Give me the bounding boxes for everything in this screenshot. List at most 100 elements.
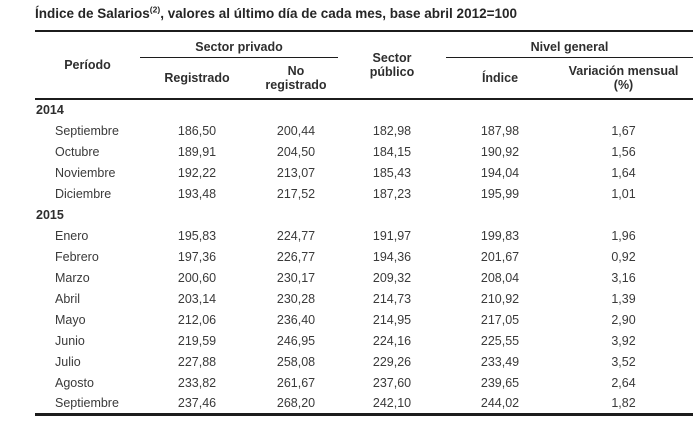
value-cell: 192,22 [177, 165, 217, 180]
salary-index-table: Período Sector privado Sector público Ni… [35, 30, 694, 416]
value-cell: 189,91 [177, 144, 217, 159]
value-cell: 242,10 [372, 395, 412, 410]
table-row: Agosto 233,82 261,67 237,60 239,65 2,64 [35, 372, 693, 393]
value-cell: 233,49 [480, 354, 520, 369]
table-row: Junio 219,59 246,95 224,16 225,55 3,92 [35, 330, 693, 351]
value-cell: 195,99 [480, 186, 520, 201]
value-cell: 1,39 [611, 291, 636, 306]
value-cell: 268,20 [276, 395, 316, 410]
year-row: 2014 [35, 99, 693, 120]
value-cell: 229,26 [372, 354, 412, 369]
value-cell: 224,77 [276, 228, 316, 243]
value-cell: 3,16 [611, 270, 636, 285]
month-cell: Junio [55, 333, 85, 348]
value-cell: 182,98 [372, 123, 412, 138]
month-cell: Marzo [55, 270, 90, 285]
value-cell: 214,95 [372, 312, 412, 327]
value-cell: 212,06 [177, 312, 217, 327]
value-cell: 230,28 [276, 291, 316, 306]
header-nivel-general: Nivel general [446, 31, 694, 58]
value-cell: 224,16 [372, 333, 412, 348]
table-row: Septiembre 237,46 268,20 242,10 244,02 1,82 [35, 393, 693, 414]
month-cell: Octubre [55, 144, 100, 159]
value-cell: 200,44 [276, 123, 316, 138]
month-cell: Noviembre [55, 165, 116, 180]
value-cell: 217,52 [276, 186, 316, 201]
month-cell: Abril [55, 291, 81, 306]
value-cell: 185,43 [372, 165, 412, 180]
value-cell: 203,14 [177, 291, 217, 306]
value-cell: 1,82 [611, 395, 636, 410]
value-cell: 237,60 [372, 375, 412, 390]
value-cell: 194,04 [480, 165, 520, 180]
header-sub-row: Registrado No registrado Índice Variació… [35, 57, 694, 100]
value-cell: 197,36 [177, 249, 217, 264]
value-cell: 239,65 [480, 375, 520, 390]
year-label: 2015 [36, 207, 64, 222]
value-cell: 1,67 [611, 123, 636, 138]
value-cell: 1,56 [611, 144, 636, 159]
value-cell: 3,52 [611, 354, 636, 369]
value-cell: 246,95 [276, 333, 316, 348]
table-row: Mayo 212,06 236,40 214,95 217,05 2,90 [35, 309, 693, 330]
value-cell: 213,07 [276, 165, 316, 180]
header-sector-privado: Sector privado [140, 31, 338, 58]
year-row: 2015 [35, 204, 693, 225]
header-indice: Índice [446, 57, 554, 100]
table-header: Período Sector privado Sector público Ni… [35, 31, 694, 100]
month-cell: Julio [55, 354, 81, 369]
title-main: Índice de Salarios [35, 6, 150, 21]
table-row: Octubre 189,91 204,50 184,15 190,92 1,56 [35, 141, 693, 162]
value-cell: 200,60 [177, 270, 217, 285]
title-superscript: (2) [149, 4, 161, 15]
table-row: Abril 203,14 230,28 214,73 210,92 1,39 [35, 288, 693, 309]
value-cell: 2,64 [611, 375, 636, 390]
title-rest: , valores al último día de cada mes, bas… [160, 6, 518, 21]
table-row: Enero 195,83 224,77 191,97 199,83 1,96 [35, 225, 693, 246]
value-cell: 199,83 [480, 228, 520, 243]
header-no-registrado: No registrado [254, 57, 338, 100]
value-cell: 201,67 [480, 249, 520, 264]
value-cell: 208,04 [480, 270, 520, 285]
month-cell: Enero [55, 228, 89, 243]
month-cell: Febrero [55, 249, 99, 264]
value-cell: 210,92 [480, 291, 520, 306]
value-cell: 187,98 [480, 123, 520, 138]
value-cell: 1,01 [611, 186, 636, 201]
value-cell: 204,50 [276, 144, 316, 159]
month-cell: Septiembre [55, 123, 119, 138]
table-row: Diciembre 193,48 217,52 187,23 195,99 1,01 [35, 183, 693, 204]
header-variacion-mensual: Variación mensual (%) [554, 57, 694, 100]
value-cell: 230,17 [276, 270, 316, 285]
value-cell: 195,83 [177, 228, 217, 243]
value-cell: 194,36 [372, 249, 412, 264]
value-cell: 217,05 [480, 312, 520, 327]
value-cell: 0,92 [611, 249, 636, 264]
table-row: Septiembre 186,50 200,44 182,98 187,98 1,67 [35, 120, 693, 141]
value-cell: 226,77 [276, 249, 316, 264]
value-cell: 244,02 [480, 395, 520, 410]
header-periodo: Período [35, 31, 140, 100]
value-cell: 236,40 [276, 312, 316, 327]
value-cell: 258,08 [276, 354, 316, 369]
value-cell: 184,15 [372, 144, 412, 159]
month-cell: Mayo [55, 312, 86, 327]
header-group-row: Período Sector privado Sector público Ni… [35, 31, 694, 100]
table-row: Julio 227,88 258,08 229,26 233,49 3,52 [35, 351, 693, 372]
page-title: Índice de Salarios(2), valores al último… [35, 4, 699, 22]
value-cell: 187,23 [372, 186, 412, 201]
table-body: 2014 Septiembre 186,50 200,44 182,98 187,98 1,… [35, 99, 693, 414]
table-row: Marzo 200,60 230,17 209,32 208,04 3,16 [35, 267, 693, 288]
value-cell: 227,88 [177, 354, 217, 369]
value-cell: 225,55 [480, 333, 520, 348]
value-cell: 193,48 [177, 186, 217, 201]
table-row: Noviembre 192,22 213,07 185,43 194,04 1,64 [35, 162, 693, 183]
month-cell: Septiembre [55, 395, 119, 410]
value-cell: 233,82 [177, 375, 217, 390]
value-cell: 237,46 [177, 395, 217, 410]
value-cell: 2,90 [611, 312, 636, 327]
value-cell: 3,92 [611, 333, 636, 348]
value-cell: 191,97 [372, 228, 412, 243]
year-label: 2014 [36, 103, 64, 117]
